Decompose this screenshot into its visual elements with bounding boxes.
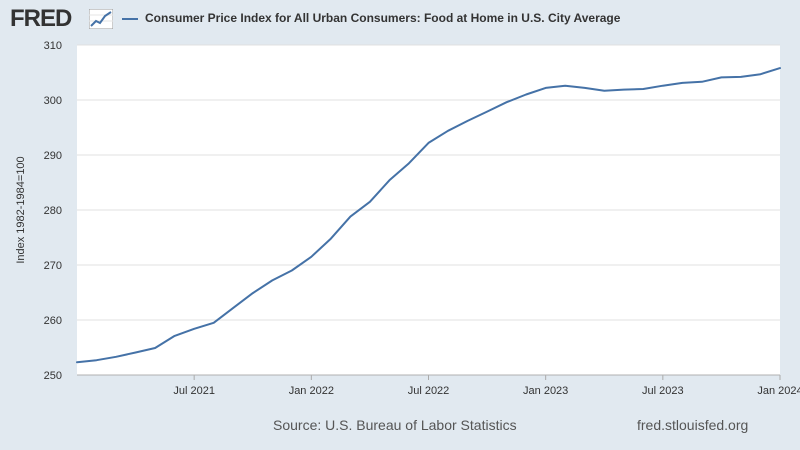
x-tick-label: Jul 2022 (408, 385, 450, 397)
y-tick-label: 290 (44, 150, 62, 162)
y-tick-label: 300 (44, 95, 62, 107)
y-tick-label: 310 (44, 40, 62, 52)
y-tick-label: 280 (44, 205, 62, 217)
y-tick-label: 250 (44, 370, 62, 382)
fred-url[interactable]: fred.stlouisfed.org (637, 417, 749, 433)
x-tick-label: Jan 2023 (523, 385, 568, 397)
y-tick-label: 260 (44, 315, 62, 327)
x-tick-label: Jul 2021 (173, 385, 215, 397)
x-tick-label: Jan 2024 (757, 385, 800, 397)
y-tick-label: 270 (44, 260, 62, 272)
legend-series-name[interactable]: Consumer Price Index for All Urban Consu… (145, 11, 621, 25)
header: FRED Consumer Price Index for All Urban … (0, 0, 800, 40)
series-line (76, 67, 781, 364)
source-note: Source: U.S. Bureau of Labor Statistics (273, 417, 517, 433)
x-tick-label: Jan 2022 (289, 385, 334, 397)
fred-logo[interactable]: FRED (10, 5, 72, 32)
legend-swatch (122, 18, 138, 20)
x-tick-label: Jul 2023 (642, 385, 684, 397)
